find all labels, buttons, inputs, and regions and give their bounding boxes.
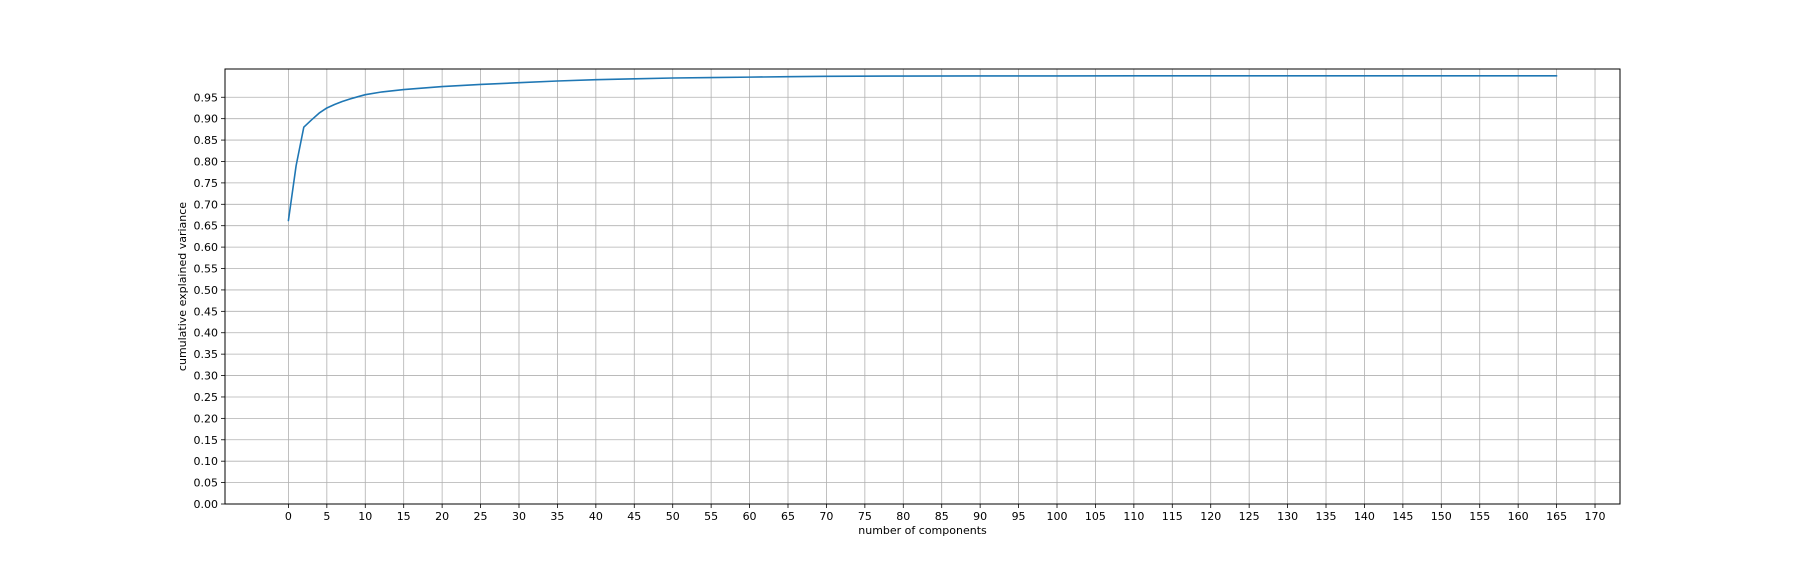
x-tick-label: 165: [1546, 510, 1567, 523]
x-tick-label: 45: [627, 510, 641, 523]
y-tick-label: 0.35: [194, 348, 219, 361]
x-tick-label: 30: [512, 510, 526, 523]
y-tick-label: 0.55: [194, 263, 219, 276]
x-tick-label: 80: [896, 510, 910, 523]
x-axis-label: number of components: [858, 524, 987, 537]
y-tick-label: 0.10: [194, 455, 219, 468]
x-tick-label: 120: [1200, 510, 1221, 523]
x-tick-label: 70: [819, 510, 833, 523]
y-tick-label: 0.95: [194, 91, 219, 104]
y-tick-label: 0.75: [194, 177, 219, 190]
y-tick-label: 0.15: [194, 434, 219, 447]
x-tick-label: 20: [435, 510, 449, 523]
x-tick-label: 145: [1392, 510, 1413, 523]
y-axis-label: cumulative explained variance: [176, 202, 189, 371]
x-tick-label: 105: [1085, 510, 1106, 523]
y-tick-label: 0.25: [194, 391, 219, 404]
y-tick-label: 0.30: [194, 370, 219, 383]
x-tick-label: 75: [858, 510, 872, 523]
plot-frame: [224, 68, 1621, 505]
x-tick-label: 125: [1239, 510, 1260, 523]
y-tick-label: 0.90: [194, 113, 219, 126]
x-axis: 0 5 10 15 20 25 30 35 40 45 50 55 60 65 70 75 80 85 90 95 10…: [285, 504, 1606, 523]
x-tick-label: 50: [666, 510, 680, 523]
x-tick-label: 15: [397, 510, 411, 523]
series-line-0: [287, 75, 1558, 222]
x-tick-label: 5: [323, 510, 330, 523]
y-tick-label: 0.60: [194, 241, 219, 254]
y-tick-label: 0.85: [194, 134, 219, 147]
x-tick-label: 55: [704, 510, 718, 523]
x-tick-label: 150: [1431, 510, 1452, 523]
y-axis: 0.00 0.05 0.10 0.15 0.20 0.25 0.30 0.35 0.40 0.45…: [194, 91, 225, 511]
grid-lines: [225, 69, 1620, 505]
x-tick-label: 160: [1508, 510, 1529, 523]
x-tick-label: 0: [285, 510, 292, 523]
x-tick-label: 60: [743, 510, 757, 523]
x-tick-label: 100: [1047, 510, 1068, 523]
x-tick-label: 40: [589, 510, 603, 523]
x-tick-label: 85: [935, 510, 949, 523]
x-tick-label: 35: [550, 510, 564, 523]
x-tick-label: 95: [1012, 510, 1026, 523]
y-tick-label: 0.05: [194, 477, 219, 490]
x-tick-label: 135: [1316, 510, 1337, 523]
x-tick-label: 140: [1354, 510, 1375, 523]
y-tick-label: 0.70: [194, 198, 219, 211]
x-tick-label: 65: [781, 510, 795, 523]
y-tick-label: 0.20: [194, 412, 219, 425]
y-tick-label: 0.65: [194, 220, 219, 233]
y-tick-label: 0.45: [194, 305, 219, 318]
x-tick-label: 155: [1469, 510, 1490, 523]
x-tick-label: 170: [1585, 510, 1606, 523]
y-tick-label: 0.80: [194, 155, 219, 168]
x-tick-label: 25: [474, 510, 488, 523]
y-tick-label: 0.00: [194, 498, 219, 511]
y-tick-label: 0.40: [194, 327, 219, 340]
x-tick-label: 110: [1123, 510, 1144, 523]
x-tick-label: 130: [1277, 510, 1298, 523]
x-tick-label: 115: [1162, 510, 1183, 523]
y-tick-label: 0.50: [194, 284, 219, 297]
series-layer: [287, 75, 1558, 222]
x-tick-label: 90: [973, 510, 987, 523]
x-tick-label: 10: [358, 510, 372, 523]
